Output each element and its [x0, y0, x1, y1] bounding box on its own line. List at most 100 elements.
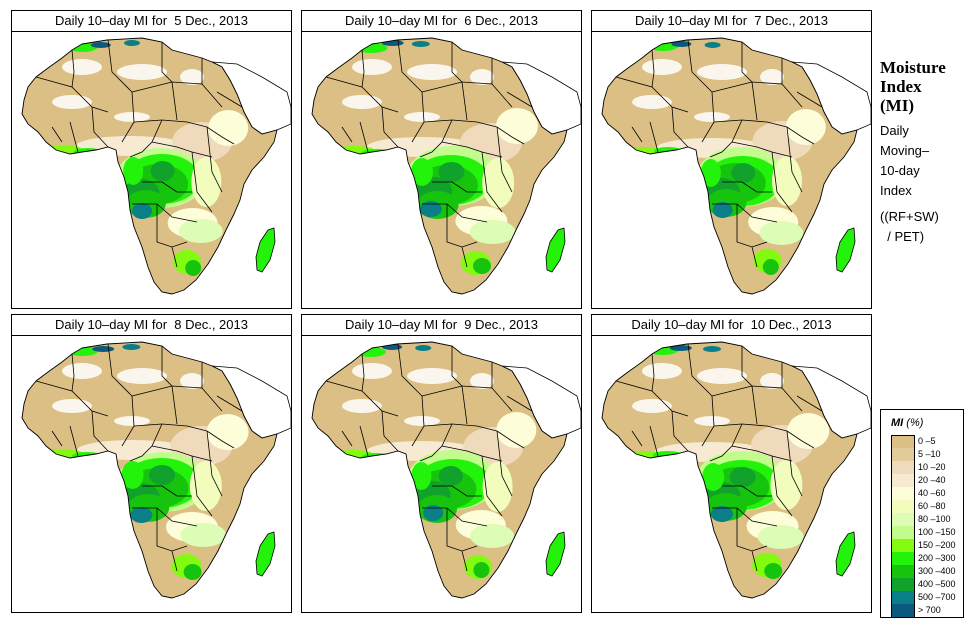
moisture-region — [183, 564, 202, 580]
legend-swatch — [891, 552, 915, 566]
country-border — [441, 445, 503, 462]
country-border — [771, 455, 793, 517]
no-data-zone — [697, 368, 747, 384]
no-data-zone — [694, 416, 730, 426]
country-border — [423, 423, 498, 432]
map-canvas — [311, 341, 581, 599]
description-line: 10-day — [880, 163, 920, 178]
moisture-region — [185, 260, 202, 276]
country-border — [709, 119, 743, 158]
country-border — [649, 425, 659, 457]
moisture-layer — [332, 40, 565, 275]
country-border — [736, 204, 768, 248]
madagascar — [255, 227, 276, 273]
map-canvas — [311, 37, 581, 295]
moisture-region — [92, 346, 115, 352]
country-border — [786, 430, 803, 497]
africa-map — [11, 31, 292, 309]
moisture-region — [731, 163, 756, 183]
legend-swatch — [891, 487, 915, 501]
no-data-zone — [470, 373, 494, 389]
legend-title-abbr: MI — [891, 417, 904, 429]
moisture-region — [206, 414, 249, 450]
legend-label: 80 –100 — [918, 514, 951, 524]
moisture-region — [496, 108, 538, 144]
no-data-zone — [407, 368, 457, 384]
country-border — [129, 119, 163, 158]
country-border — [506, 91, 533, 108]
moisture-region — [496, 412, 537, 448]
moisture-region — [208, 110, 249, 146]
description-line: Moving– — [880, 143, 930, 158]
no-data-zone — [760, 373, 784, 389]
country-border — [325, 380, 399, 417]
no-data-zone — [352, 59, 392, 75]
panel-title: Daily 10–day MI for 10 Dec., 2013 — [591, 314, 872, 336]
country-border — [796, 395, 823, 412]
no-data-zone — [117, 64, 167, 80]
moisture-region — [411, 41, 430, 47]
country-border — [781, 362, 803, 412]
country-border — [631, 430, 643, 447]
panel-title: Daily 10–day MI for 8 Dec., 2013 — [11, 314, 292, 336]
country-border — [712, 507, 778, 527]
country-border — [325, 76, 399, 113]
moisture-region — [700, 159, 721, 187]
country-border — [171, 81, 178, 121]
country-border — [751, 81, 758, 121]
country-border — [132, 507, 198, 527]
index-description: Daily Moving– 10-day Index — [880, 121, 974, 201]
legend-swatch — [891, 513, 915, 527]
legend-label: 20 –40 — [918, 475, 946, 485]
country-border — [201, 362, 223, 412]
moisture-region — [423, 505, 444, 521]
coastline — [311, 37, 568, 295]
no-data-zone — [352, 363, 392, 379]
legend-label: 10 –20 — [918, 462, 946, 472]
no-data-zone — [694, 112, 730, 122]
no-data-zone — [180, 373, 204, 389]
panel-title: Daily 10–day MI for 6 Dec., 2013 — [301, 10, 582, 32]
no-data-zone — [62, 59, 102, 75]
legend-swatch — [891, 474, 915, 488]
no-data-zone — [52, 95, 92, 109]
moisture-region — [671, 41, 692, 47]
moisture-region — [149, 465, 175, 485]
country-border — [216, 91, 243, 108]
country-border — [156, 508, 188, 552]
no-data-zone — [342, 399, 382, 413]
country-border — [422, 203, 488, 223]
no-data-zone — [342, 95, 382, 109]
country-border — [615, 76, 689, 113]
country-border — [491, 362, 513, 412]
moisture-region — [711, 506, 733, 522]
map-canvas — [601, 341, 871, 599]
country-border — [771, 151, 793, 213]
country-border — [133, 119, 208, 128]
country-border — [51, 430, 63, 447]
country-border — [341, 126, 353, 143]
moisture-region — [189, 461, 222, 511]
no-data-zone — [470, 69, 494, 85]
moisture-region — [438, 466, 463, 486]
country-border — [161, 346, 173, 387]
madagascar — [545, 227, 566, 273]
country-border — [751, 246, 758, 268]
country-border — [461, 246, 468, 268]
country-border — [786, 430, 815, 449]
moisture-region — [764, 563, 783, 579]
coastline — [21, 341, 278, 599]
country-border — [133, 423, 208, 432]
country-border — [786, 126, 803, 193]
no-data-zone — [642, 59, 682, 75]
country-border — [491, 58, 513, 108]
moisture-region — [785, 109, 826, 145]
country-border — [423, 119, 498, 128]
moisture-region — [704, 42, 721, 48]
moisture-region — [130, 507, 153, 523]
country-border — [151, 141, 213, 158]
country-border — [461, 81, 468, 121]
no-data-zone — [642, 363, 682, 379]
country-border — [142, 485, 192, 497]
legend-label: 150 –200 — [918, 540, 956, 550]
